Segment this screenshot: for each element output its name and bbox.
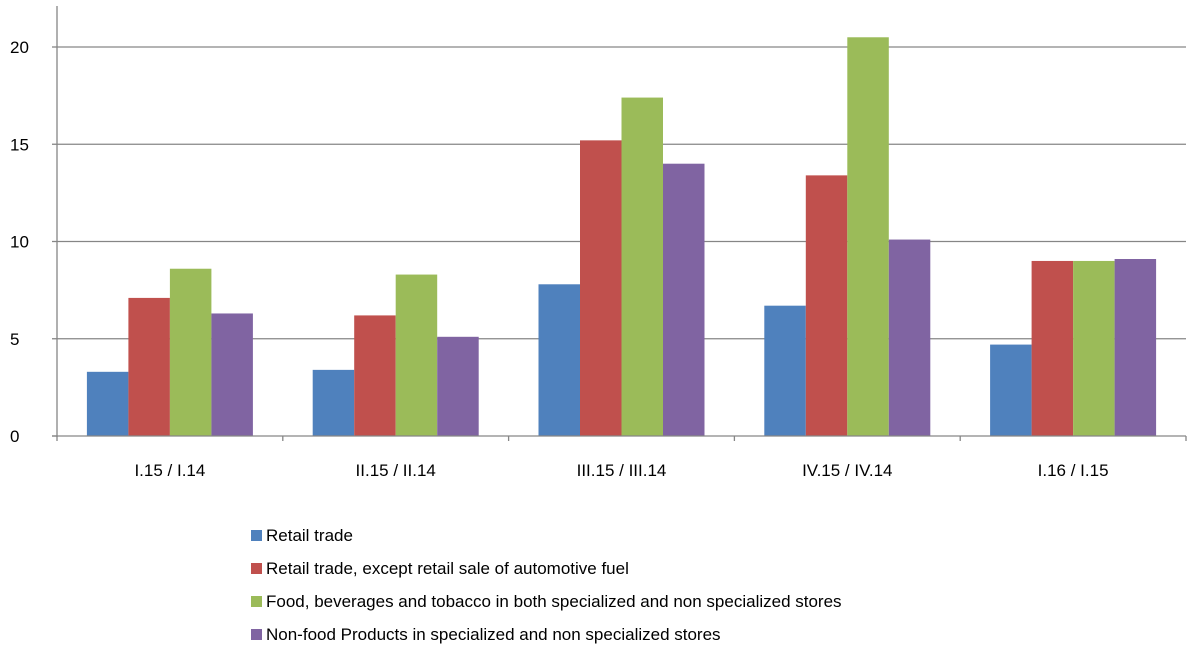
x-tick-label: IV.15 / IV.14 bbox=[802, 461, 892, 480]
legend-label: Non-food Products in specialized and non… bbox=[266, 624, 721, 644]
bar bbox=[805, 175, 848, 436]
axes bbox=[52, 6, 1187, 441]
bar bbox=[888, 239, 931, 436]
y-tick-label: 0 bbox=[10, 427, 19, 446]
legend-swatch bbox=[251, 563, 262, 574]
bar bbox=[847, 37, 889, 437]
bar bbox=[764, 305, 806, 436]
bar bbox=[354, 315, 396, 436]
x-tick-label: I.15 / I.14 bbox=[134, 461, 205, 480]
bars bbox=[86, 37, 1157, 437]
bar bbox=[86, 371, 129, 436]
bar bbox=[312, 369, 355, 436]
legend-label: Retail trade, except retail sale of auto… bbox=[266, 558, 629, 578]
legend-label: Food, beverages and tobacco in both spec… bbox=[266, 591, 842, 611]
y-axis-tick-labels: 0 5 10 15 20 bbox=[10, 38, 29, 446]
bar bbox=[395, 274, 438, 436]
legend-item: Non-food Products in specialized and non… bbox=[251, 618, 842, 651]
legend-swatch bbox=[251, 629, 262, 640]
bar bbox=[1031, 260, 1074, 436]
bar bbox=[990, 344, 1032, 436]
bar bbox=[580, 140, 622, 437]
bar bbox=[211, 313, 253, 436]
bar bbox=[169, 268, 212, 436]
legend-swatch bbox=[251, 596, 262, 607]
x-tick-label: III.15 / III.14 bbox=[577, 461, 667, 480]
y-tick-label: 5 bbox=[10, 330, 19, 349]
y-tick-label: 20 bbox=[10, 38, 29, 57]
y-tick-label: 10 bbox=[10, 233, 29, 252]
bar bbox=[128, 297, 170, 436]
legend-item: Retail trade bbox=[251, 519, 842, 552]
legend-item: Retail trade, except retail sale of auto… bbox=[251, 552, 842, 585]
legend-item: Food, beverages and tobacco in both spec… bbox=[251, 585, 842, 618]
bar bbox=[437, 336, 479, 436]
y-tick-label: 15 bbox=[10, 135, 29, 154]
x-tick-label: II.15 / II.14 bbox=[356, 461, 436, 480]
bar bbox=[1114, 259, 1157, 436]
bar bbox=[538, 284, 580, 436]
x-tick-label: I.16 / I.15 bbox=[1038, 461, 1109, 480]
bar bbox=[621, 97, 663, 436]
legend: Retail trade Retail trade, except retail… bbox=[251, 519, 842, 651]
legend-label: Retail trade bbox=[266, 525, 353, 545]
bar bbox=[663, 163, 705, 436]
x-axis-tick-labels: I.15 / I.14 II.15 / II.14 III.15 / III.14 I… bbox=[134, 461, 1108, 480]
bar bbox=[1073, 260, 1115, 436]
legend-swatch bbox=[251, 530, 262, 541]
